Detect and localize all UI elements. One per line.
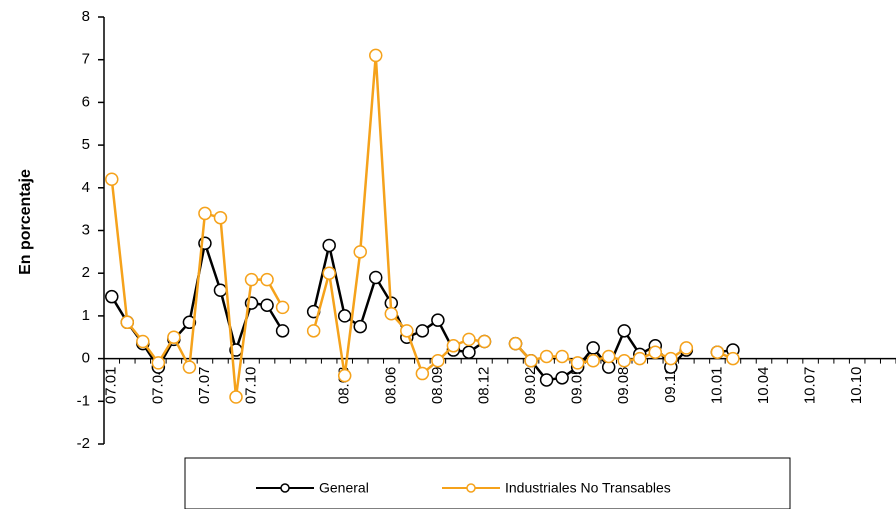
data-point	[369, 270, 383, 285]
y-tick-label: 1	[82, 307, 90, 324]
x-tick-label: 10.04	[755, 367, 772, 405]
y-tick-label: 2	[82, 264, 90, 281]
data-point	[679, 341, 694, 355]
series-line	[110, 55, 734, 398]
y-tick-label: 6	[82, 93, 90, 110]
x-tick-label: 07.10	[242, 367, 259, 405]
data-point	[213, 283, 228, 298]
data-point	[369, 48, 383, 63]
data-point	[539, 373, 554, 387]
data-point	[555, 371, 569, 385]
legend-marker	[466, 483, 476, 493]
data-point	[524, 353, 538, 368]
data-point	[105, 172, 119, 187]
y-tick-label: 3	[82, 221, 90, 238]
y-axis-title: En porcentaje	[17, 169, 34, 275]
data-point	[260, 298, 274, 312]
x-tick-label: 10.07	[802, 367, 819, 405]
data-point	[105, 289, 119, 304]
x-tick-label: 08.09	[429, 367, 446, 405]
y-tick-label: 7	[82, 51, 90, 68]
y-tick-label: 5	[82, 136, 90, 153]
data-point	[570, 356, 585, 370]
data-point	[384, 307, 399, 321]
data-point	[617, 324, 631, 338]
data-point	[617, 353, 631, 368]
data-point	[353, 245, 367, 259]
data-point	[431, 313, 445, 327]
data-point	[120, 315, 135, 330]
data-point	[260, 272, 274, 287]
data-point	[415, 366, 430, 381]
data-point	[306, 324, 321, 338]
x-tick-label: 07.07	[196, 367, 213, 405]
x-tick-label: 07.04	[149, 367, 166, 405]
data-point	[244, 272, 259, 287]
data-point	[275, 300, 290, 315]
x-tick-label: 10.01	[708, 367, 725, 405]
data-point	[710, 345, 725, 359]
data-point	[337, 368, 352, 383]
x-tick-label: 08.12	[475, 367, 492, 405]
y-tick-label: 8	[82, 8, 90, 25]
data-point	[539, 349, 554, 364]
data-point	[664, 351, 678, 366]
data-point	[431, 353, 445, 368]
legend-marker	[280, 483, 290, 493]
legend-label: General	[319, 480, 369, 496]
y-tick-label: -1	[77, 392, 90, 409]
y-tick-label: 4	[82, 179, 90, 196]
data-point	[586, 341, 600, 355]
data-point	[586, 353, 600, 368]
data-point	[337, 309, 352, 323]
data-point	[601, 349, 616, 364]
y-tick-label: -2	[77, 435, 90, 452]
data-point	[275, 324, 290, 338]
data-point	[322, 238, 336, 253]
data-point	[136, 334, 150, 349]
data-point	[648, 345, 663, 359]
x-tick-label: 09.05	[569, 367, 586, 405]
x-tick-label: 10.10	[848, 367, 865, 405]
data-point	[322, 266, 336, 280]
legend-label: Industriales No Transables	[505, 480, 671, 496]
data-point	[198, 206, 212, 221]
y-tick-label: 0	[82, 350, 90, 367]
data-point	[446, 339, 461, 353]
x-tick-label: 07.01	[103, 367, 120, 405]
data-point	[182, 360, 197, 374]
data-point	[633, 351, 647, 366]
data-point	[400, 324, 414, 338]
legend-box	[184, 457, 791, 509]
data-point	[462, 345, 476, 359]
data-point	[167, 330, 181, 344]
data-point	[462, 332, 476, 347]
data-point	[555, 349, 569, 364]
data-point	[508, 336, 523, 351]
data-point	[151, 356, 166, 370]
x-tick-label: 09.02	[522, 367, 539, 405]
data-point	[229, 390, 243, 404]
data-point	[726, 351, 740, 366]
x-tick-label: 09.11	[662, 367, 679, 403]
data-point	[213, 210, 228, 225]
data-point	[353, 319, 367, 334]
x-tick-label: 08.06	[382, 367, 399, 405]
data-point	[477, 334, 492, 349]
x-tick-label: 09.08	[615, 367, 632, 405]
data-point	[415, 324, 430, 338]
